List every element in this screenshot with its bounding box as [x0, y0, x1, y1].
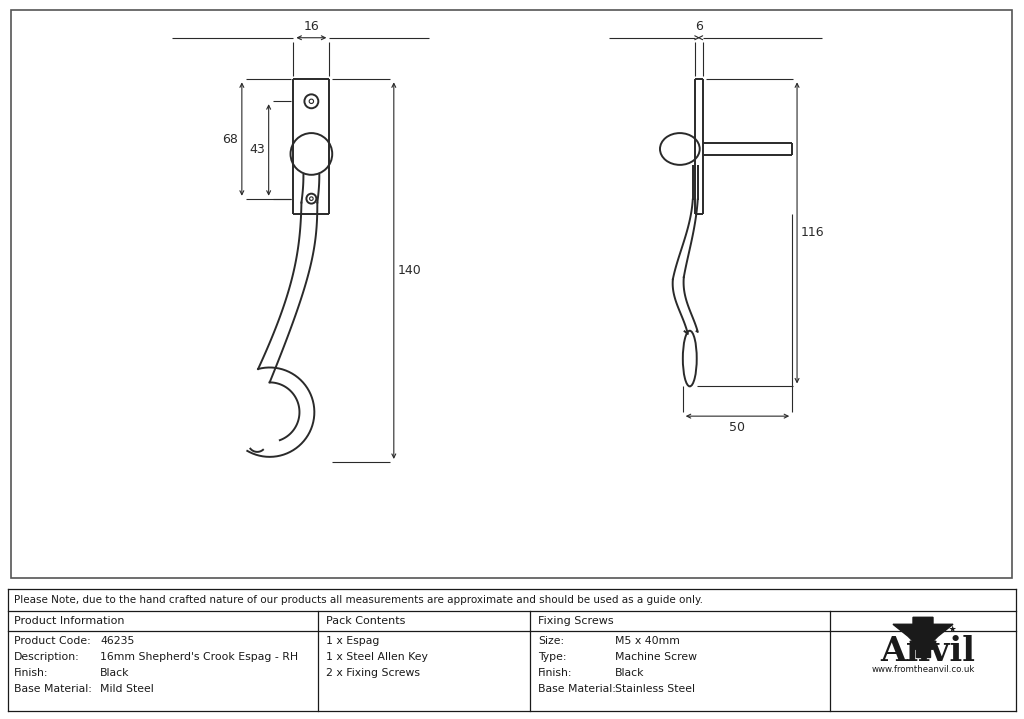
- Text: Black: Black: [615, 668, 644, 678]
- Text: 68: 68: [222, 132, 238, 145]
- Text: 16: 16: [303, 20, 319, 33]
- Polygon shape: [916, 649, 930, 657]
- Text: From the ★: From the ★: [905, 625, 956, 633]
- Text: www.fromtheanvil.co.uk: www.fromtheanvil.co.uk: [871, 664, 975, 674]
- Text: 6: 6: [694, 20, 702, 33]
- Text: 1 x Steel Allen Key: 1 x Steel Allen Key: [326, 652, 428, 662]
- Text: Black: Black: [100, 668, 129, 678]
- Polygon shape: [910, 641, 936, 649]
- Text: Pack Contents: Pack Contents: [326, 616, 406, 626]
- Text: 50: 50: [729, 421, 745, 434]
- Text: Product Information: Product Information: [14, 616, 125, 626]
- Text: 43: 43: [249, 144, 264, 157]
- Text: 140: 140: [397, 264, 422, 277]
- Text: 46235: 46235: [100, 636, 134, 646]
- Text: M5 x 40mm: M5 x 40mm: [615, 636, 680, 646]
- Text: Type:: Type:: [538, 652, 566, 662]
- Text: Product Code:: Product Code:: [14, 636, 91, 646]
- Text: Stainless Steel: Stainless Steel: [615, 684, 695, 694]
- Text: Base Material:: Base Material:: [538, 684, 615, 694]
- Text: Fixing Screws: Fixing Screws: [538, 616, 613, 626]
- Text: Mild Steel: Mild Steel: [100, 684, 154, 694]
- Text: Size:: Size:: [538, 636, 564, 646]
- Text: Anvil: Anvil: [881, 635, 976, 668]
- Text: Description:: Description:: [14, 652, 80, 662]
- Text: Machine Screw: Machine Screw: [615, 652, 697, 662]
- Text: 1 x Espag: 1 x Espag: [326, 636, 379, 646]
- Text: Finish:: Finish:: [14, 668, 48, 678]
- Text: 116: 116: [801, 226, 824, 239]
- Text: Please Note, due to the hand crafted nature of our products all measurements are: Please Note, due to the hand crafted nat…: [14, 595, 703, 605]
- Text: Base Material:: Base Material:: [14, 684, 92, 694]
- Text: 2 x Fixing Screws: 2 x Fixing Screws: [326, 668, 420, 678]
- Polygon shape: [893, 618, 953, 641]
- Text: 16mm Shepherd's Crook Espag - RH: 16mm Shepherd's Crook Espag - RH: [100, 652, 298, 662]
- Text: Finish:: Finish:: [538, 668, 572, 678]
